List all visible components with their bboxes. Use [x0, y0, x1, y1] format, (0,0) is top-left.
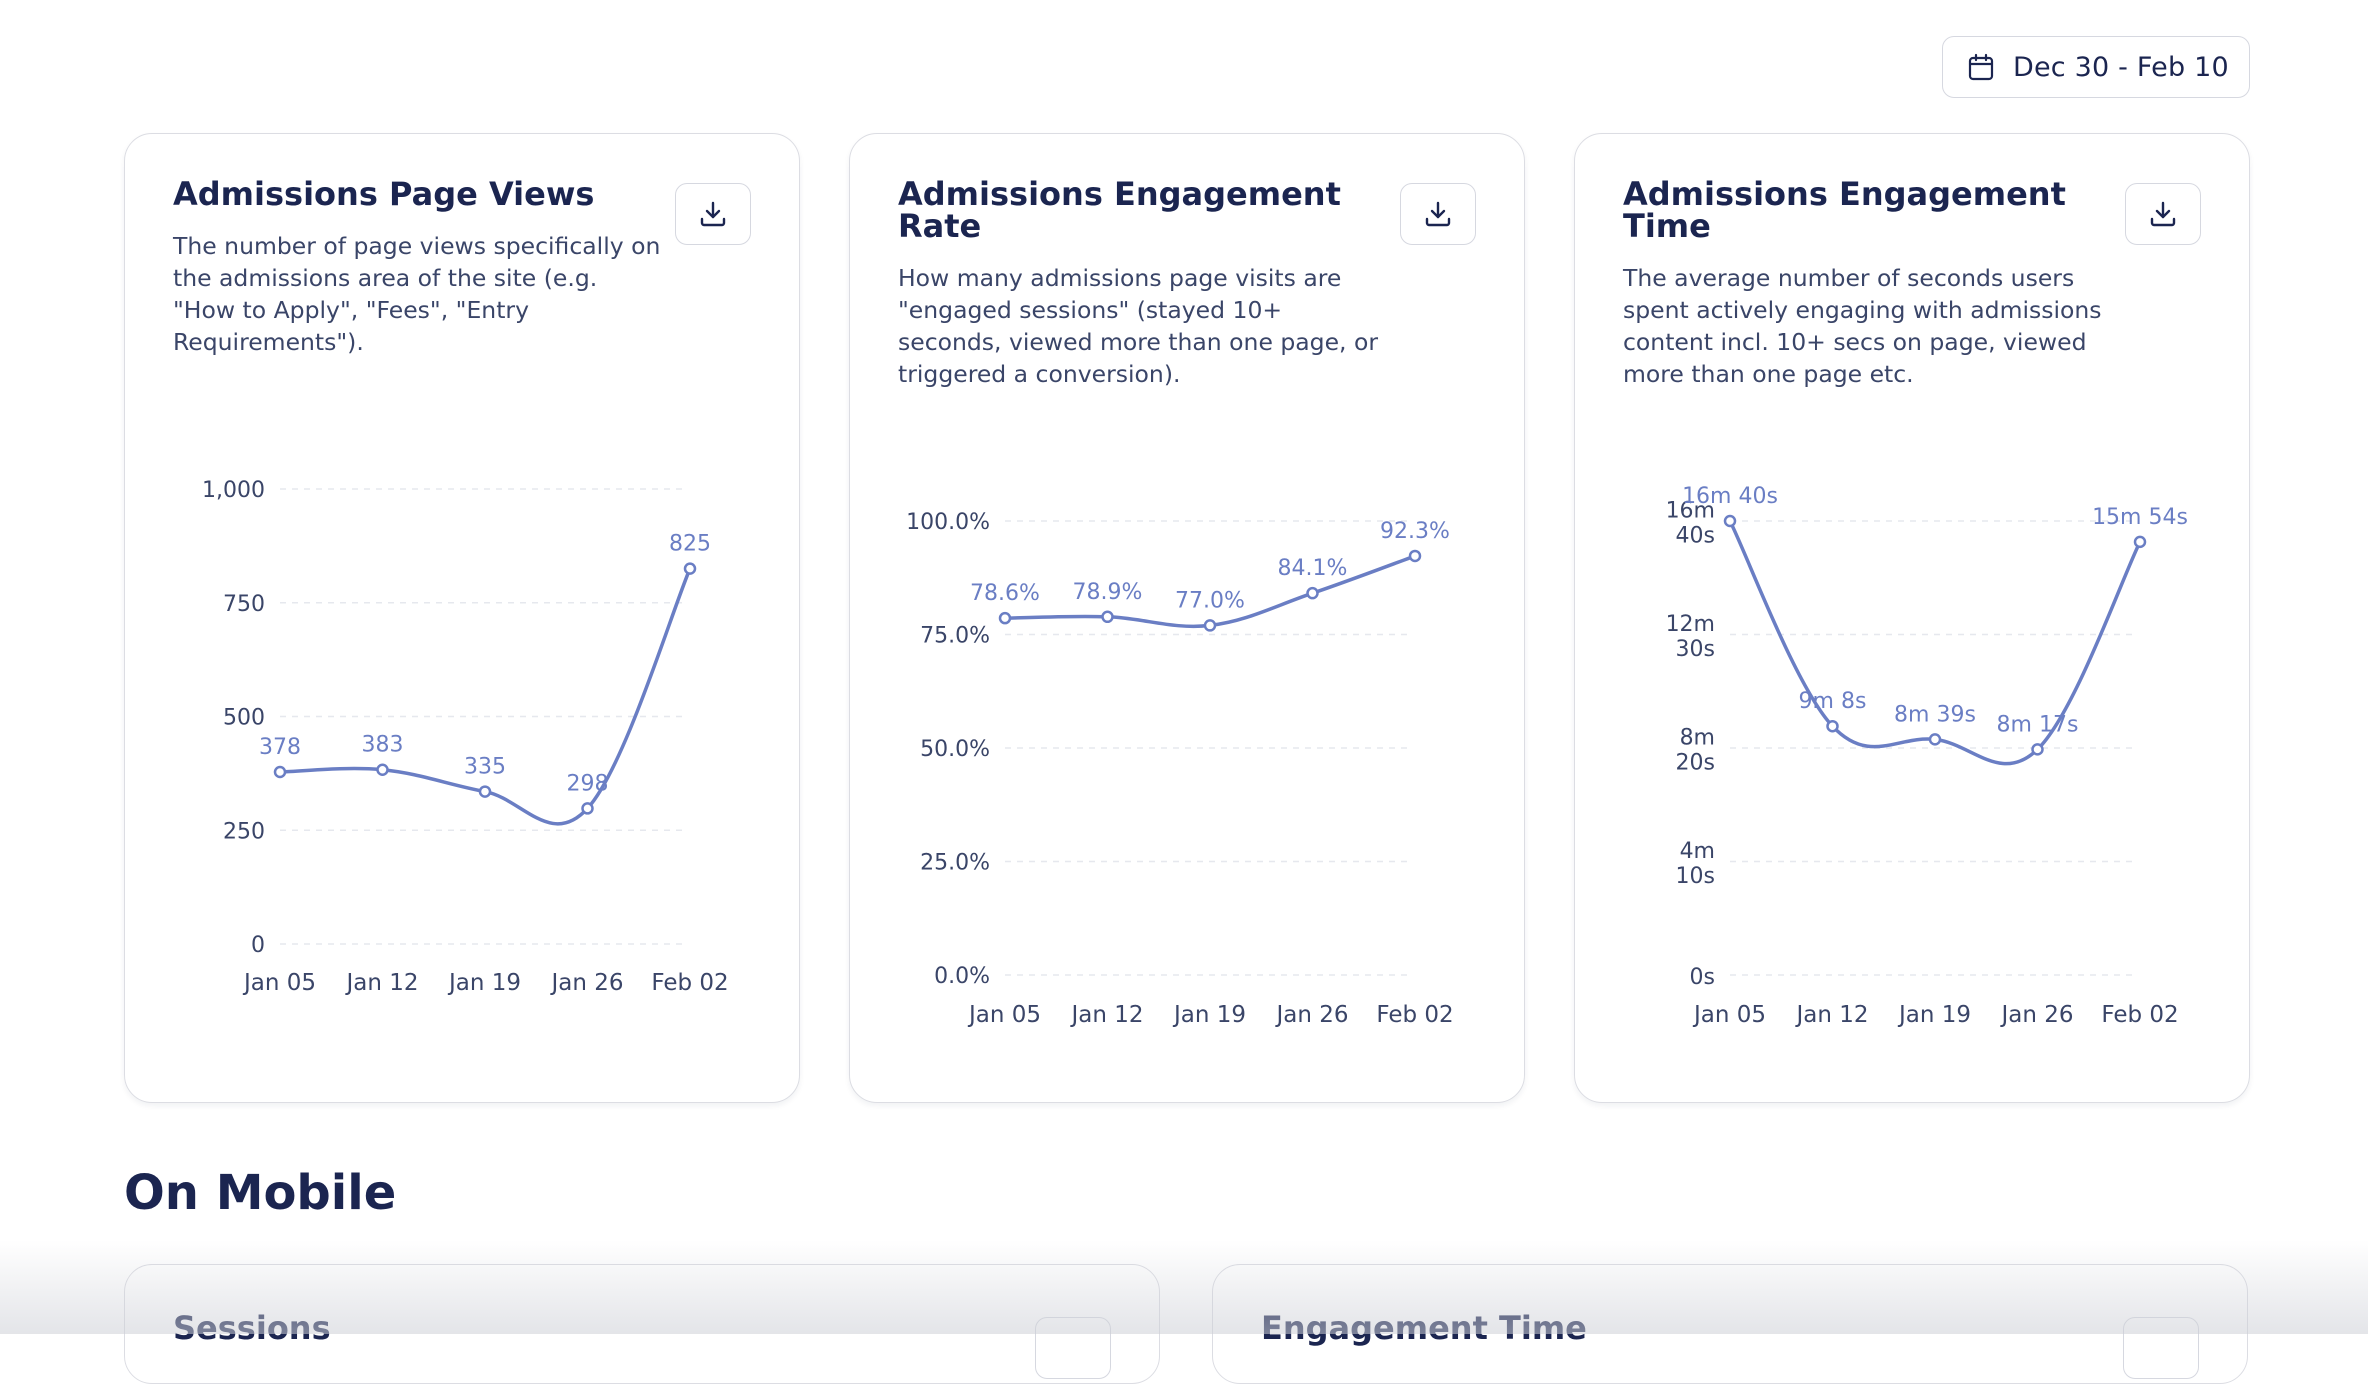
y-tick-label: 500 [223, 706, 265, 731]
data-point [273, 765, 287, 779]
data-label: 298 [567, 771, 609, 796]
engagement-rate-chart: 0.0% 25.0% 50.0% 75.0% 100.0% Jan 05 Jan 12 Jan… [906, 510, 1454, 1028]
y-tick-label: 4m [1680, 839, 1715, 864]
data-label: 15m 54s [2092, 505, 2188, 530]
y-tick-label: 10s [1676, 864, 1715, 889]
x-tick-label: Jan 05 [1692, 1002, 1766, 1028]
y-tick-label: 25.0% [920, 851, 990, 876]
data-label: 78.9% [1073, 580, 1143, 605]
y-tick-label: 50.0% [920, 737, 990, 762]
data-point [376, 763, 389, 776]
card-title: Admissions Page Views [173, 175, 595, 213]
y-tick-label: 8m [1680, 726, 1715, 751]
x-tick-label: Jan 26 [1274, 1002, 1348, 1028]
date-range-picker[interactable]: Dec 30 - Feb 10 [1942, 36, 2250, 98]
x-tick-label: Feb 02 [2101, 1002, 2178, 1028]
y-tick-label: 100.0% [906, 510, 990, 535]
page-views-chart: 0 250 500 750 1,000 Jan 05 Jan 12 Jan 19 Jan 26 F… [202, 478, 729, 996]
y-tick-label: 20s [1676, 751, 1715, 776]
data-point [2031, 743, 2044, 756]
x-tick-label: Jan 19 [1172, 1002, 1246, 1028]
data-point [1826, 719, 1839, 733]
engagement-time-mobile-card: Engagement Time [1212, 1264, 2248, 1384]
card-description: How many admissions page visits are "eng… [898, 264, 1379, 388]
download-button[interactable] [2123, 1317, 2199, 1379]
data-point [1723, 514, 1737, 528]
x-tick-label: Jan 26 [1999, 1002, 2073, 1028]
data-point [2133, 535, 2147, 549]
data-label: 78.6% [970, 581, 1040, 606]
y-tick-label: 12m [1666, 612, 1715, 637]
y-tick-label: 75.0% [920, 624, 990, 649]
card-title: Admissions Engagement Time [1623, 175, 2066, 245]
engagement-rate-card: Admissions Engagement Rate How many admi… [849, 133, 1525, 1103]
y-tick-label: 0.0% [934, 964, 990, 989]
x-tick-label: Jan 12 [1069, 1002, 1143, 1028]
download-button[interactable] [1400, 183, 1476, 245]
x-tick-label: Feb 02 [1376, 1002, 1453, 1028]
data-point [1101, 610, 1114, 624]
data-point [683, 562, 697, 575]
data-label: 8m 17s [1997, 712, 2079, 737]
y-tick-label: 40s [1676, 524, 1715, 549]
sessions-card: Sessions [124, 1264, 1160, 1384]
data-point [478, 785, 492, 798]
data-label: 383 [362, 733, 404, 758]
download-icon [2150, 201, 2176, 227]
data-label: 77.0% [1175, 588, 1245, 613]
x-tick-label: Jan 19 [1897, 1002, 1971, 1028]
y-tick-label: 250 [223, 819, 265, 844]
data-point [998, 611, 1012, 625]
data-label: 335 [464, 755, 506, 780]
data-label: 92.3% [1380, 519, 1450, 544]
download-button[interactable] [1035, 1317, 1111, 1379]
card-description: The average number of seconds users spen… [1623, 264, 2102, 388]
card-title: Engagement Time [1261, 1309, 1587, 1347]
y-tick-label: 16m [1666, 499, 1715, 524]
y-tick-label: 750 [223, 592, 265, 617]
data-label: 9m 8s [1799, 689, 1867, 714]
card-description: The number of page views specifically on… [173, 232, 661, 356]
download-button[interactable] [675, 183, 751, 245]
section-title: On Mobile [124, 1165, 397, 1221]
data-label: 825 [669, 532, 711, 557]
download-icon [700, 201, 726, 227]
y-tick-label: 30s [1676, 637, 1715, 662]
series-line [278, 566, 692, 826]
data-label: 16m 40s [1682, 484, 1778, 509]
calendar-icon [1965, 51, 1997, 83]
data-point [1306, 586, 1319, 600]
y-tick-label: 1,000 [202, 478, 265, 503]
x-tick-label: Jan 19 [447, 970, 521, 996]
x-tick-label: Jan 12 [344, 970, 418, 996]
download-icon [1425, 201, 1451, 227]
page-views-card: Admissions Page Views The number of page… [124, 133, 800, 1103]
data-point [581, 802, 594, 815]
x-tick-label: Jan 12 [1794, 1002, 1868, 1028]
x-tick-label: Feb 02 [651, 970, 728, 996]
data-point [1928, 733, 1942, 746]
data-label: 8m 39s [1894, 702, 1976, 727]
data-label: 378 [259, 735, 301, 760]
download-button[interactable] [2125, 183, 2201, 245]
card-title: Admissions Engagement Rate [898, 175, 1341, 245]
data-point [1203, 619, 1217, 632]
date-range-label: Dec 30 - Feb 10 [2013, 51, 2229, 83]
y-tick-label: 0s [1690, 965, 1715, 990]
engagement-time-card: Admissions Engagement Time The average n… [1574, 133, 2250, 1103]
card-title: Sessions [173, 1309, 331, 1347]
y-tick-label: 0 [251, 933, 265, 958]
x-tick-label: Jan 26 [549, 970, 623, 996]
x-tick-label: Jan 05 [967, 1002, 1041, 1028]
data-label: 84.1% [1278, 556, 1348, 581]
x-tick-label: Jan 05 [242, 970, 316, 996]
data-point [1408, 549, 1422, 563]
